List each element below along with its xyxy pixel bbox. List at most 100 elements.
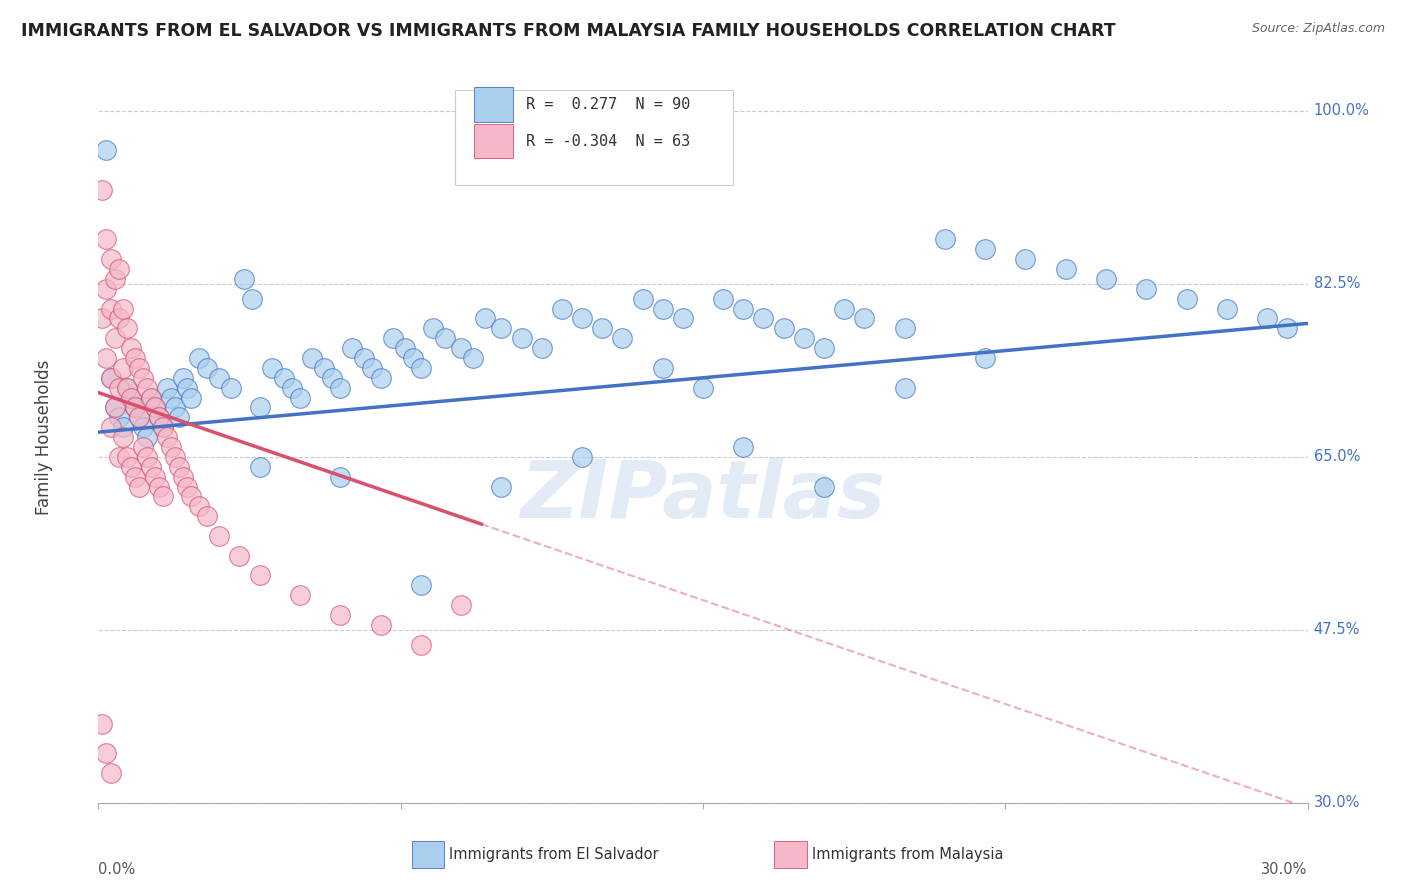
- Point: [163, 401, 186, 415]
- Point: [160, 391, 183, 405]
- Point: [208, 371, 231, 385]
- Point: [128, 410, 150, 425]
- Point: [1135, 282, 1157, 296]
- Point: [167, 410, 190, 425]
- Point: [249, 401, 271, 415]
- Point: [1256, 311, 1278, 326]
- Point: [361, 360, 384, 375]
- Point: [370, 371, 392, 385]
- Point: [107, 450, 129, 464]
- Point: [152, 420, 174, 434]
- Point: [107, 262, 129, 277]
- Point: [510, 331, 533, 345]
- Point: [96, 144, 118, 158]
- Point: [195, 360, 218, 375]
- Point: [107, 381, 129, 395]
- Text: Family Households: Family Households: [35, 359, 53, 515]
- Point: [571, 450, 593, 464]
- Point: [180, 391, 202, 405]
- Point: [128, 360, 150, 375]
- Point: [321, 371, 343, 385]
- Point: [163, 450, 186, 464]
- Point: [329, 469, 352, 483]
- Point: [100, 252, 122, 267]
- Point: [111, 301, 134, 316]
- Text: Immigrants from Malaysia: Immigrants from Malaysia: [811, 847, 1004, 862]
- Point: [711, 292, 734, 306]
- Point: [934, 232, 956, 246]
- Point: [772, 321, 794, 335]
- Point: [156, 381, 179, 395]
- Point: [176, 381, 198, 395]
- Point: [240, 292, 263, 306]
- Point: [370, 618, 392, 632]
- Point: [111, 420, 134, 434]
- Point: [139, 391, 162, 405]
- Point: [115, 381, 138, 395]
- Point: [813, 479, 835, 493]
- Point: [111, 430, 134, 444]
- Point: [353, 351, 375, 365]
- Point: [160, 440, 183, 454]
- Point: [434, 331, 457, 345]
- Point: [148, 410, 170, 425]
- Text: 82.5%: 82.5%: [1313, 277, 1360, 292]
- Point: [813, 341, 835, 355]
- Point: [103, 331, 125, 345]
- Text: Immigrants from El Salvador: Immigrants from El Salvador: [449, 847, 658, 862]
- Point: [329, 381, 352, 395]
- Point: [450, 598, 472, 612]
- Point: [143, 469, 166, 483]
- FancyBboxPatch shape: [474, 124, 513, 159]
- Point: [143, 401, 166, 415]
- Point: [974, 351, 997, 365]
- Point: [91, 311, 114, 326]
- Point: [120, 341, 142, 355]
- Point: [172, 469, 194, 483]
- Point: [100, 301, 122, 316]
- Point: [91, 183, 114, 197]
- Point: [120, 391, 142, 405]
- Point: [132, 371, 155, 385]
- Point: [195, 509, 218, 524]
- Point: [491, 321, 513, 335]
- Point: [1175, 292, 1198, 306]
- Point: [832, 301, 855, 316]
- Point: [188, 351, 211, 365]
- Point: [692, 381, 714, 395]
- Point: [402, 351, 425, 365]
- Point: [733, 301, 755, 316]
- Point: [752, 311, 775, 326]
- Point: [100, 371, 122, 385]
- Point: [1277, 321, 1299, 335]
- Point: [172, 371, 194, 385]
- Point: [571, 311, 593, 326]
- Point: [551, 301, 574, 316]
- Point: [111, 360, 134, 375]
- Point: [232, 272, 254, 286]
- Point: [120, 459, 142, 474]
- Point: [288, 391, 311, 405]
- Point: [139, 391, 162, 405]
- Point: [148, 479, 170, 493]
- FancyBboxPatch shape: [412, 841, 444, 868]
- Point: [1216, 301, 1239, 316]
- Point: [221, 381, 243, 395]
- Text: IMMIGRANTS FROM EL SALVADOR VS IMMIGRANTS FROM MALAYSIA FAMILY HOUSEHOLDS CORREL: IMMIGRANTS FROM EL SALVADOR VS IMMIGRANT…: [21, 22, 1116, 40]
- Point: [188, 500, 211, 514]
- Point: [100, 766, 122, 780]
- Point: [180, 489, 202, 503]
- Point: [301, 351, 323, 365]
- Point: [288, 588, 311, 602]
- Text: 0.0%: 0.0%: [98, 862, 135, 877]
- Point: [167, 459, 190, 474]
- Point: [409, 638, 432, 652]
- Point: [96, 232, 118, 246]
- Point: [651, 360, 673, 375]
- Point: [273, 371, 295, 385]
- Point: [409, 578, 432, 592]
- Point: [409, 360, 432, 375]
- Point: [342, 341, 364, 355]
- Text: R = -0.304  N = 63: R = -0.304 N = 63: [526, 134, 690, 149]
- Point: [135, 450, 157, 464]
